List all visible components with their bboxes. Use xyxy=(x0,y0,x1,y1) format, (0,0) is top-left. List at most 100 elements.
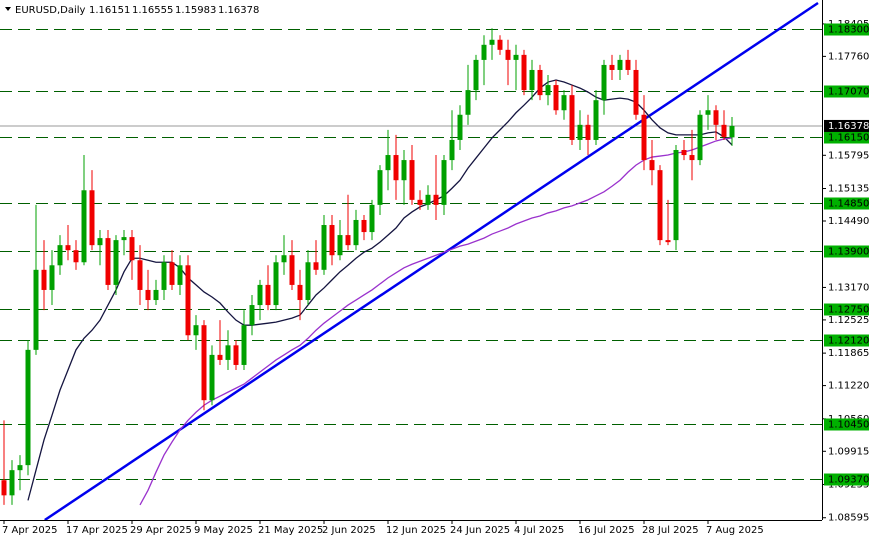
x-tick-label: 17 Apr 2025 xyxy=(66,525,128,536)
candle-body xyxy=(249,305,255,326)
candle-body xyxy=(81,190,87,263)
candle-body xyxy=(121,237,127,241)
candle-body xyxy=(489,39,495,45)
candle-body xyxy=(193,325,199,336)
plot-area xyxy=(0,1,822,520)
level-label: 1.14850 xyxy=(828,199,869,210)
candle-body xyxy=(385,155,391,171)
candle-body xyxy=(625,59,631,70)
x-tick-label: 24 Jun 2025 xyxy=(450,525,510,536)
candle-body xyxy=(705,110,711,115)
candle-body xyxy=(369,204,375,233)
x-tick-label: 4 Jul 2025 xyxy=(514,525,564,536)
candle-body xyxy=(217,354,223,360)
level-label: 1.12120 xyxy=(828,336,869,347)
level-label-box xyxy=(824,245,869,258)
candle-body xyxy=(73,250,79,263)
candle-body xyxy=(649,160,655,171)
candle-body xyxy=(601,64,607,101)
candle-body xyxy=(313,262,319,270)
candle-body xyxy=(417,199,423,205)
candle-body xyxy=(345,235,351,246)
candle-body xyxy=(137,260,143,290)
candle-body xyxy=(465,90,471,115)
candle-body xyxy=(553,85,559,111)
candle-body xyxy=(241,325,247,365)
y-tick-label: 1.17760 xyxy=(828,51,869,62)
candle-body xyxy=(33,269,39,350)
current-price-label: 1.16378 xyxy=(828,121,869,132)
level-label-box xyxy=(824,303,869,316)
y-tick-label: 1.15795 xyxy=(828,150,869,161)
candle-body xyxy=(337,235,343,256)
moving-average-line xyxy=(27,79,733,501)
candle-body xyxy=(401,160,407,181)
candle-body xyxy=(697,114,703,161)
candle-body xyxy=(289,255,295,285)
x-tick-label: 9 May 2025 xyxy=(194,525,253,536)
level-label-box xyxy=(824,334,869,347)
candle-body xyxy=(505,49,511,60)
candle-body xyxy=(449,139,455,161)
candle-body xyxy=(257,284,263,306)
candle-body xyxy=(353,219,359,246)
candle-body xyxy=(393,155,399,181)
candle-body xyxy=(729,125,735,138)
x-tick-label: 2 Jun 2025 xyxy=(322,525,376,536)
candle-body xyxy=(617,59,623,70)
x-tick-label: 12 Jun 2025 xyxy=(386,525,446,536)
candle-body xyxy=(537,69,543,96)
candle-body xyxy=(89,190,95,246)
level-label-box xyxy=(824,131,869,144)
candle-body xyxy=(409,160,415,200)
level-label: 1.10450 xyxy=(828,420,869,431)
candle-body xyxy=(545,85,551,96)
candle-body xyxy=(593,100,599,140)
candle-body xyxy=(209,354,215,401)
candle-body xyxy=(529,69,535,91)
candle-body xyxy=(113,240,119,285)
candle-body xyxy=(57,245,63,266)
candle-body xyxy=(273,262,279,306)
candle-body xyxy=(361,219,367,233)
candle-body xyxy=(425,194,431,205)
level-label-box xyxy=(824,418,869,431)
candle-body xyxy=(657,170,663,241)
level-label-box xyxy=(824,23,869,36)
candle-body xyxy=(321,225,327,270)
candle-body xyxy=(145,289,151,301)
header-open: 1.16151 xyxy=(89,5,130,16)
candle-body xyxy=(457,114,463,140)
moving-average-line xyxy=(139,137,733,506)
candle-body xyxy=(105,238,111,285)
candle-body xyxy=(201,325,207,401)
candle-body xyxy=(721,124,727,137)
candle-body xyxy=(65,245,71,251)
y-tick-label: 1.13170 xyxy=(828,282,869,293)
x-tick-label: 21 May 2025 xyxy=(258,525,323,536)
header-close: 1.16378 xyxy=(218,5,259,16)
level-label-box xyxy=(824,473,869,486)
candle-body xyxy=(97,238,103,246)
x-tick-label: 29 Apr 2025 xyxy=(130,525,192,536)
y-tick-label: 1.11865 xyxy=(828,348,869,359)
candle-body xyxy=(585,124,591,140)
header-arrow xyxy=(5,7,11,11)
candle-body xyxy=(673,150,679,241)
candle-body xyxy=(577,124,583,140)
candle-body xyxy=(25,349,31,466)
candle-body xyxy=(161,262,167,290)
candle-body xyxy=(281,255,287,263)
candle-body xyxy=(521,54,527,91)
y-tick-label: 1.08595 xyxy=(828,513,869,524)
x-tick-label: 28 Jul 2025 xyxy=(642,525,699,536)
candle-body xyxy=(297,284,303,301)
header: EURUSD,Daily 1.16151 1.16555 1.15983 1.1… xyxy=(5,5,259,16)
candle-body xyxy=(473,59,479,91)
header-low: 1.15983 xyxy=(175,5,216,16)
candle-body xyxy=(569,95,575,140)
y-tick-label: 1.12525 xyxy=(828,315,869,326)
candle-body xyxy=(185,265,191,336)
